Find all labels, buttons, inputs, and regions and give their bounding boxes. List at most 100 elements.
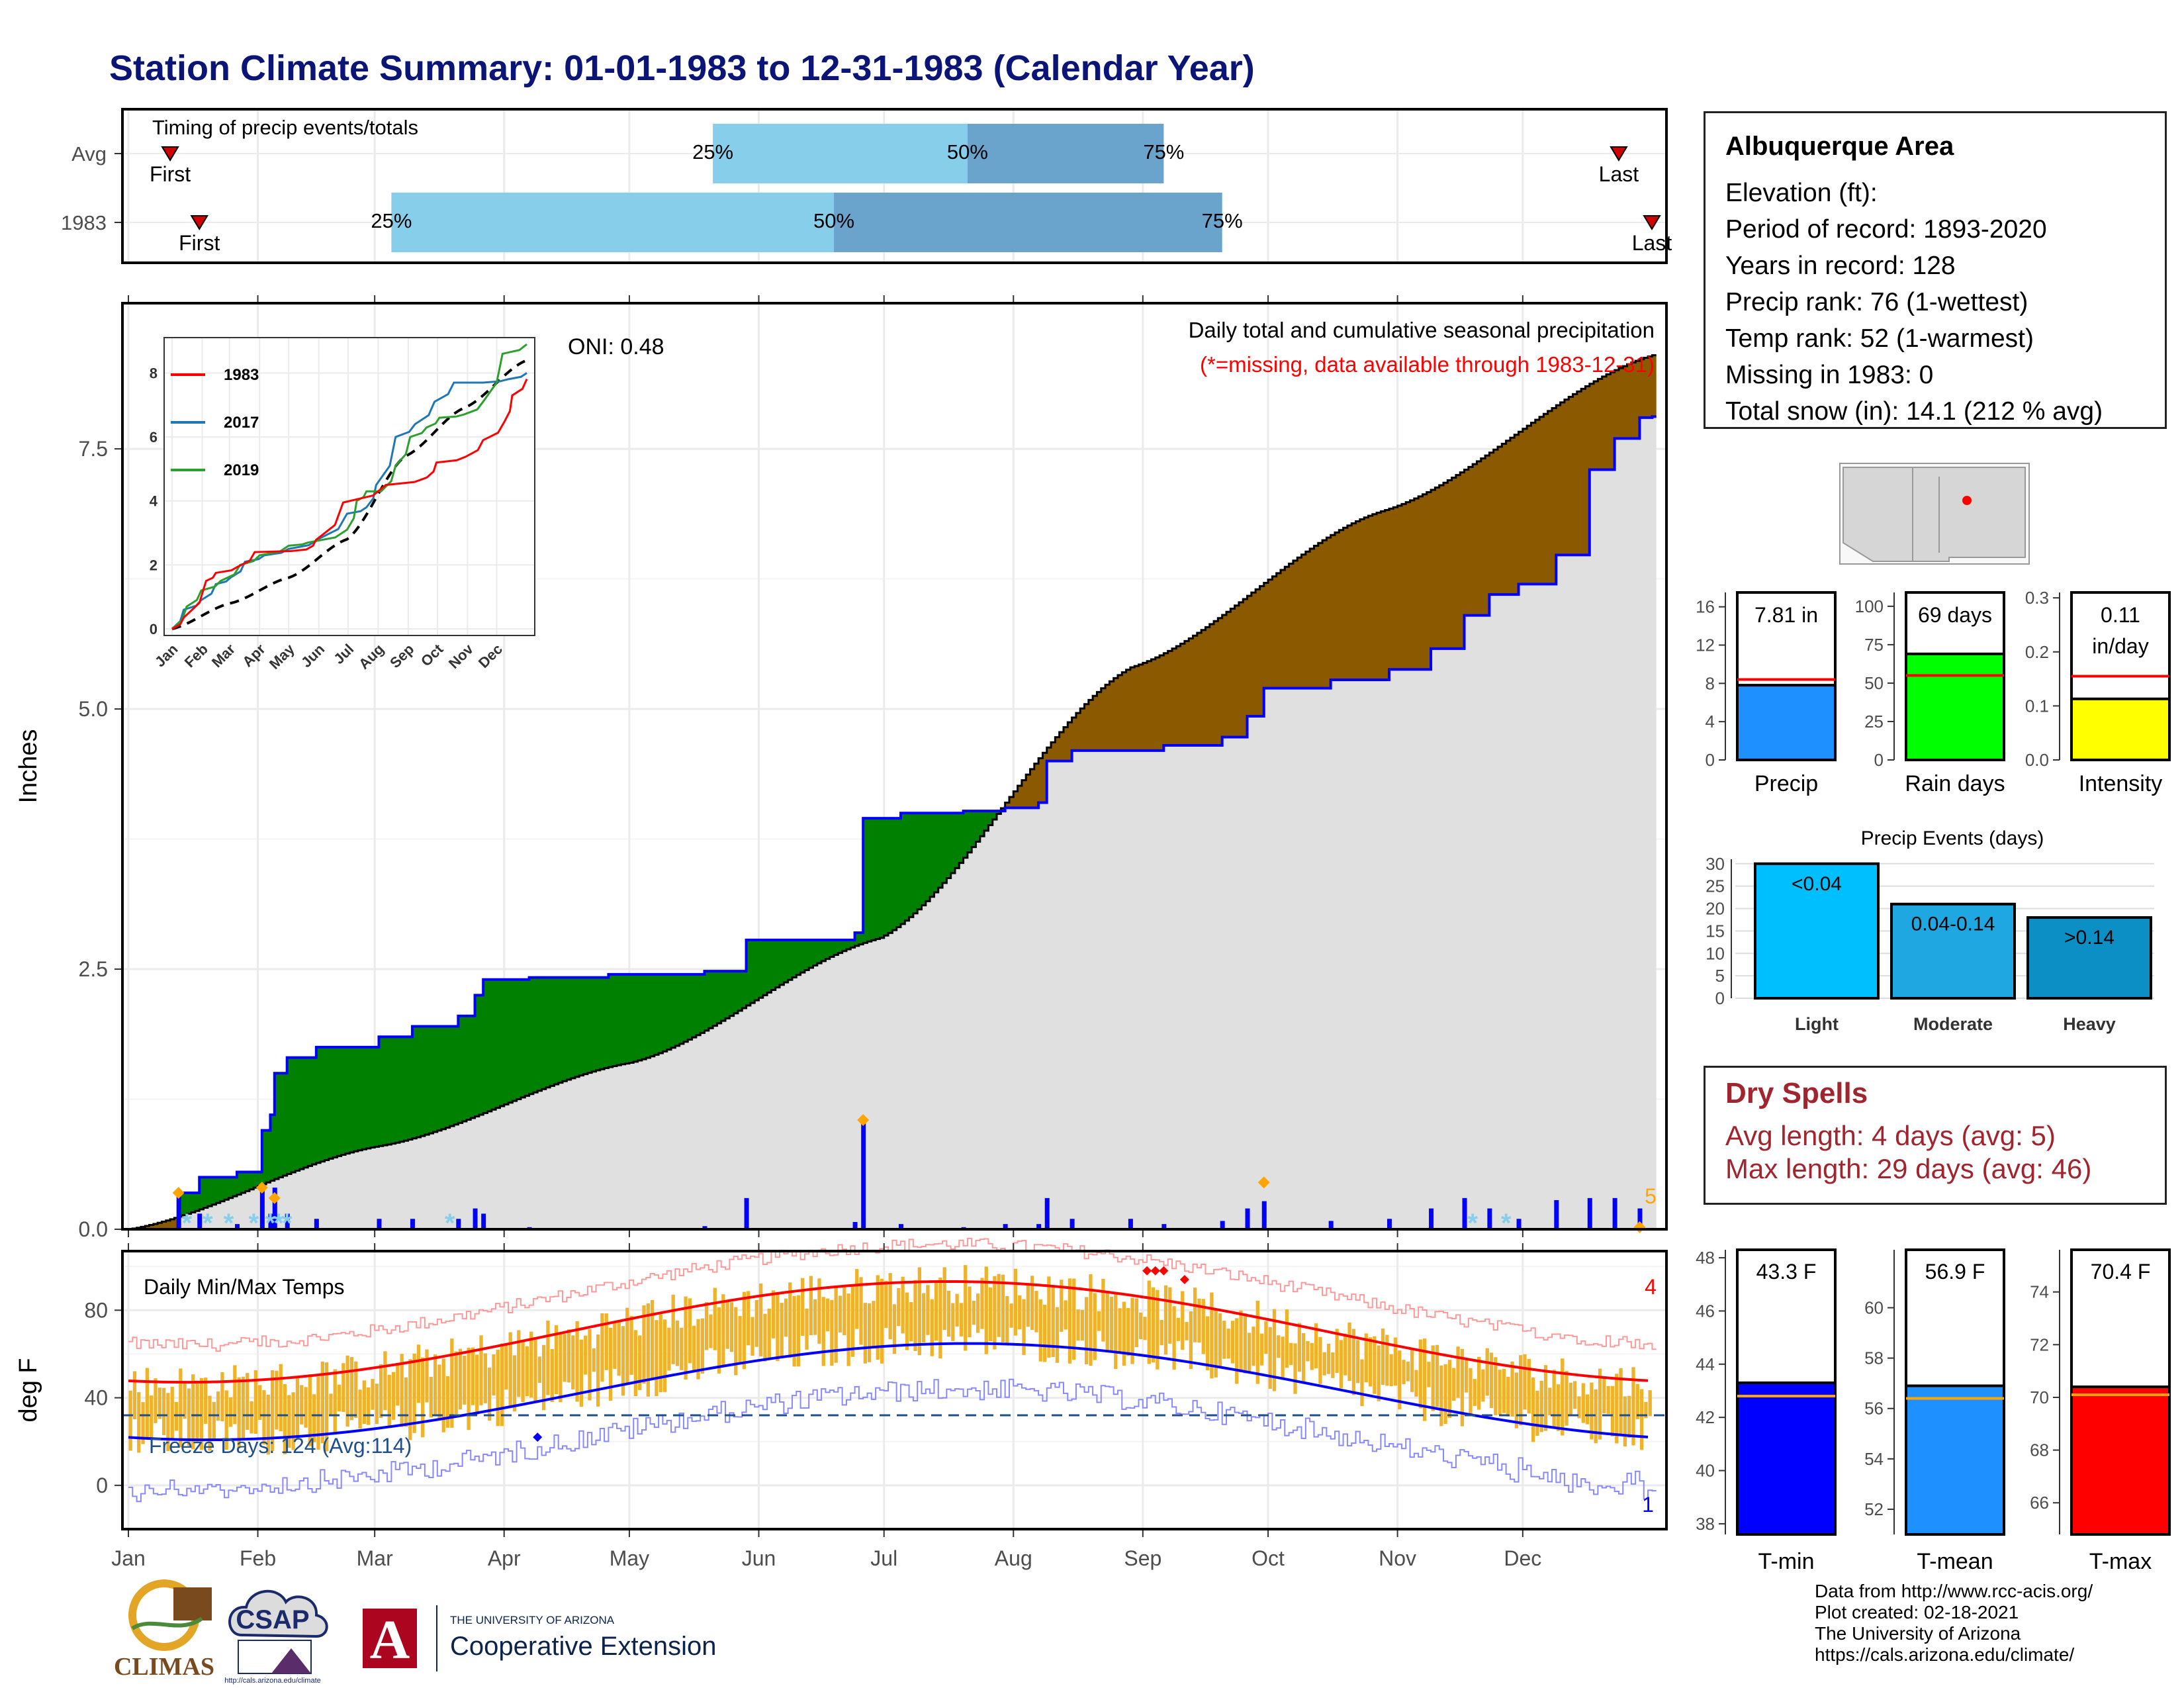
station-name: Albuquerque Area (1725, 132, 1954, 161)
summary-0-ticklabel-1: 4 (1706, 712, 1715, 731)
timing-label-75-1983: 75% (1202, 209, 1243, 232)
heavy-event-count: 5 (1645, 1184, 1657, 1208)
inset-xtick-11: Dec (475, 641, 506, 671)
summary-1-ticklabel-2: 50 (1864, 673, 1884, 693)
daily-precip-bar-1 (197, 1213, 203, 1229)
climas-logo-block (173, 1587, 212, 1620)
ua-logo-extension: Cooperative Extension (450, 1632, 716, 1661)
timing-panel-label: Timing of precip events/totals (152, 116, 418, 139)
record-low-count: 1 (1642, 1493, 1654, 1517)
above-average-area (178, 811, 1001, 1217)
daily-precip-bar-24 (1128, 1219, 1133, 1229)
month-label-feb: Feb (240, 1546, 276, 1570)
events-ytick-2: 10 (1706, 943, 1725, 963)
main-caption: Daily total and cumulative seasonal prec… (1189, 318, 1655, 342)
daily-precip-bar-28 (1261, 1201, 1267, 1229)
inset-series-line-2017 (171, 372, 527, 630)
daily-precip-bar-27 (1245, 1208, 1250, 1229)
month-label-aug: Aug (995, 1546, 1032, 1570)
inset-xtick-5: Jun (298, 641, 328, 671)
tempbar-2-value-label: 70.4 F (2091, 1260, 2151, 1284)
events-ytick-5: 25 (1706, 876, 1725, 896)
daily-precip-bar-6 (285, 1213, 290, 1229)
summary-1-ticklabel-0: 0 (1874, 750, 1884, 770)
csap-cloud-icon (228, 1589, 328, 1638)
snow-marker-7: * (445, 1209, 455, 1238)
tempbar-0-bar (1736, 1381, 1837, 1536)
inset-xtick-4: May (266, 640, 298, 672)
daily-precip-bar-9 (410, 1219, 415, 1229)
summary-1-ticklabel-1: 25 (1864, 712, 1884, 731)
map-new-mexico-shape (1912, 467, 2026, 562)
daily-precip-bar-3 (259, 1188, 265, 1229)
daily-precip-bar-15 (744, 1197, 749, 1229)
tempbar-1-ticklabel-2: 56 (1864, 1399, 1884, 1419)
record-high-count: 4 (1645, 1275, 1657, 1299)
first-event-marker-1983 (190, 215, 209, 230)
ua-logo-block (363, 1609, 417, 1668)
inset-xtick-6: Jul (330, 641, 357, 667)
temp-ytick-1: 40 (84, 1386, 108, 1410)
summary-1-value-label: 69 days (1918, 603, 1992, 627)
tempbar-2-ticklabel-1: 68 (2030, 1440, 2049, 1460)
daily-precip-bar-33 (1487, 1208, 1492, 1229)
first-event-marker-Avg (161, 146, 179, 162)
dry-spells-box: Dry Spells Avg length: 4 days (avg: 5) M… (1704, 1066, 2167, 1205)
tempbar-0-value-label: 43.3 F (1756, 1260, 1817, 1284)
summary-2-name: Intensity (2079, 771, 2163, 796)
inset-ytick-3: 6 (150, 429, 158, 445)
summary-2-value-label: 0.11 (2101, 603, 2140, 627)
daily-precip-bar-36 (1587, 1197, 1592, 1229)
main-panel-frame (121, 302, 1668, 1231)
heavy-precip-marker-2 (268, 1192, 281, 1204)
inset-frame (163, 337, 535, 636)
daily-precip-bar-7 (314, 1219, 319, 1229)
record-low-line (128, 1378, 1657, 1503)
daily-precip-bar-20 (1003, 1224, 1008, 1229)
timing-label-25-1983: 25% (371, 209, 412, 232)
credit-url: https://cals.arizona.edu/climate/ (1815, 1644, 2075, 1665)
timing-bar-q50-q75-Avg (967, 124, 1164, 183)
tempbar-0-ticklabel-4: 46 (1696, 1301, 1715, 1321)
events-bar-light (1754, 862, 1880, 1000)
timing-bar-q25-q50-Avg (713, 124, 968, 183)
events-bar-label-moderate: 0.04-0.14 (1911, 914, 1995, 935)
inset-xtick-7: Aug (355, 641, 387, 673)
summary-2-ticklabel-1: 0.1 (2025, 696, 2049, 716)
summary-2-ticklabel-2: 0.2 (2025, 642, 2049, 662)
daily-precip-bar-4 (268, 1213, 273, 1229)
inset-xtick-10: Nov (445, 640, 477, 672)
tempbar-2-ticklabel-0: 66 (2030, 1493, 2049, 1513)
station-location-marker (1962, 496, 1972, 505)
inset-average-line (171, 359, 525, 630)
tempbar-0-ticklabel-1: 40 (1696, 1461, 1715, 1481)
observed-cumulative-line (128, 415, 1657, 1231)
credits: Data from http://www.rcc-acis.org/ Plot … (1815, 1581, 2093, 1665)
inset-ytick-2: 4 (150, 493, 158, 510)
inset-legend-label-2017: 2017 (224, 414, 259, 432)
daily-precip-bar-25 (1161, 1224, 1167, 1229)
timing-label-25-Avg: 25% (692, 140, 733, 164)
climas-logo-wave (131, 1617, 203, 1630)
events-ytick-3: 15 (1706, 921, 1725, 941)
freeze-days-label: Freeze Days: 124 (Avg:114) (149, 1434, 412, 1458)
daily-precip-bar-14 (702, 1226, 707, 1229)
timing-panel-frame (121, 108, 1668, 264)
daily-precip-bar-32 (1462, 1197, 1467, 1229)
events-bar-label-light: <0.04 (1792, 873, 1842, 895)
month-label-jan: Jan (111, 1546, 146, 1570)
station-info-box: Albuquerque Area Elevation (ft): Period … (1704, 111, 2167, 429)
tempbar-2-ticklabel-2: 70 (2030, 1387, 2049, 1407)
tempbar-1-name: T-mean (1917, 1549, 1993, 1574)
daily-precip-bar-35 (1554, 1199, 1559, 1229)
summary-2-ticklabel-3: 0.3 (2025, 588, 2049, 608)
main-ytick-0: 0.0 (79, 1217, 108, 1241)
ua-logo-name: THE UNIVERSITY OF ARIZONA (450, 1614, 615, 1626)
csap-logo-text: CSAP (236, 1605, 309, 1634)
events-category-light: Light (1795, 1014, 1839, 1034)
heavy-precip-marker-0 (172, 1186, 185, 1199)
record-high-marker-2 (1159, 1266, 1169, 1276)
inset-xtick-3: Apr (239, 641, 269, 671)
inset-background (164, 338, 535, 635)
